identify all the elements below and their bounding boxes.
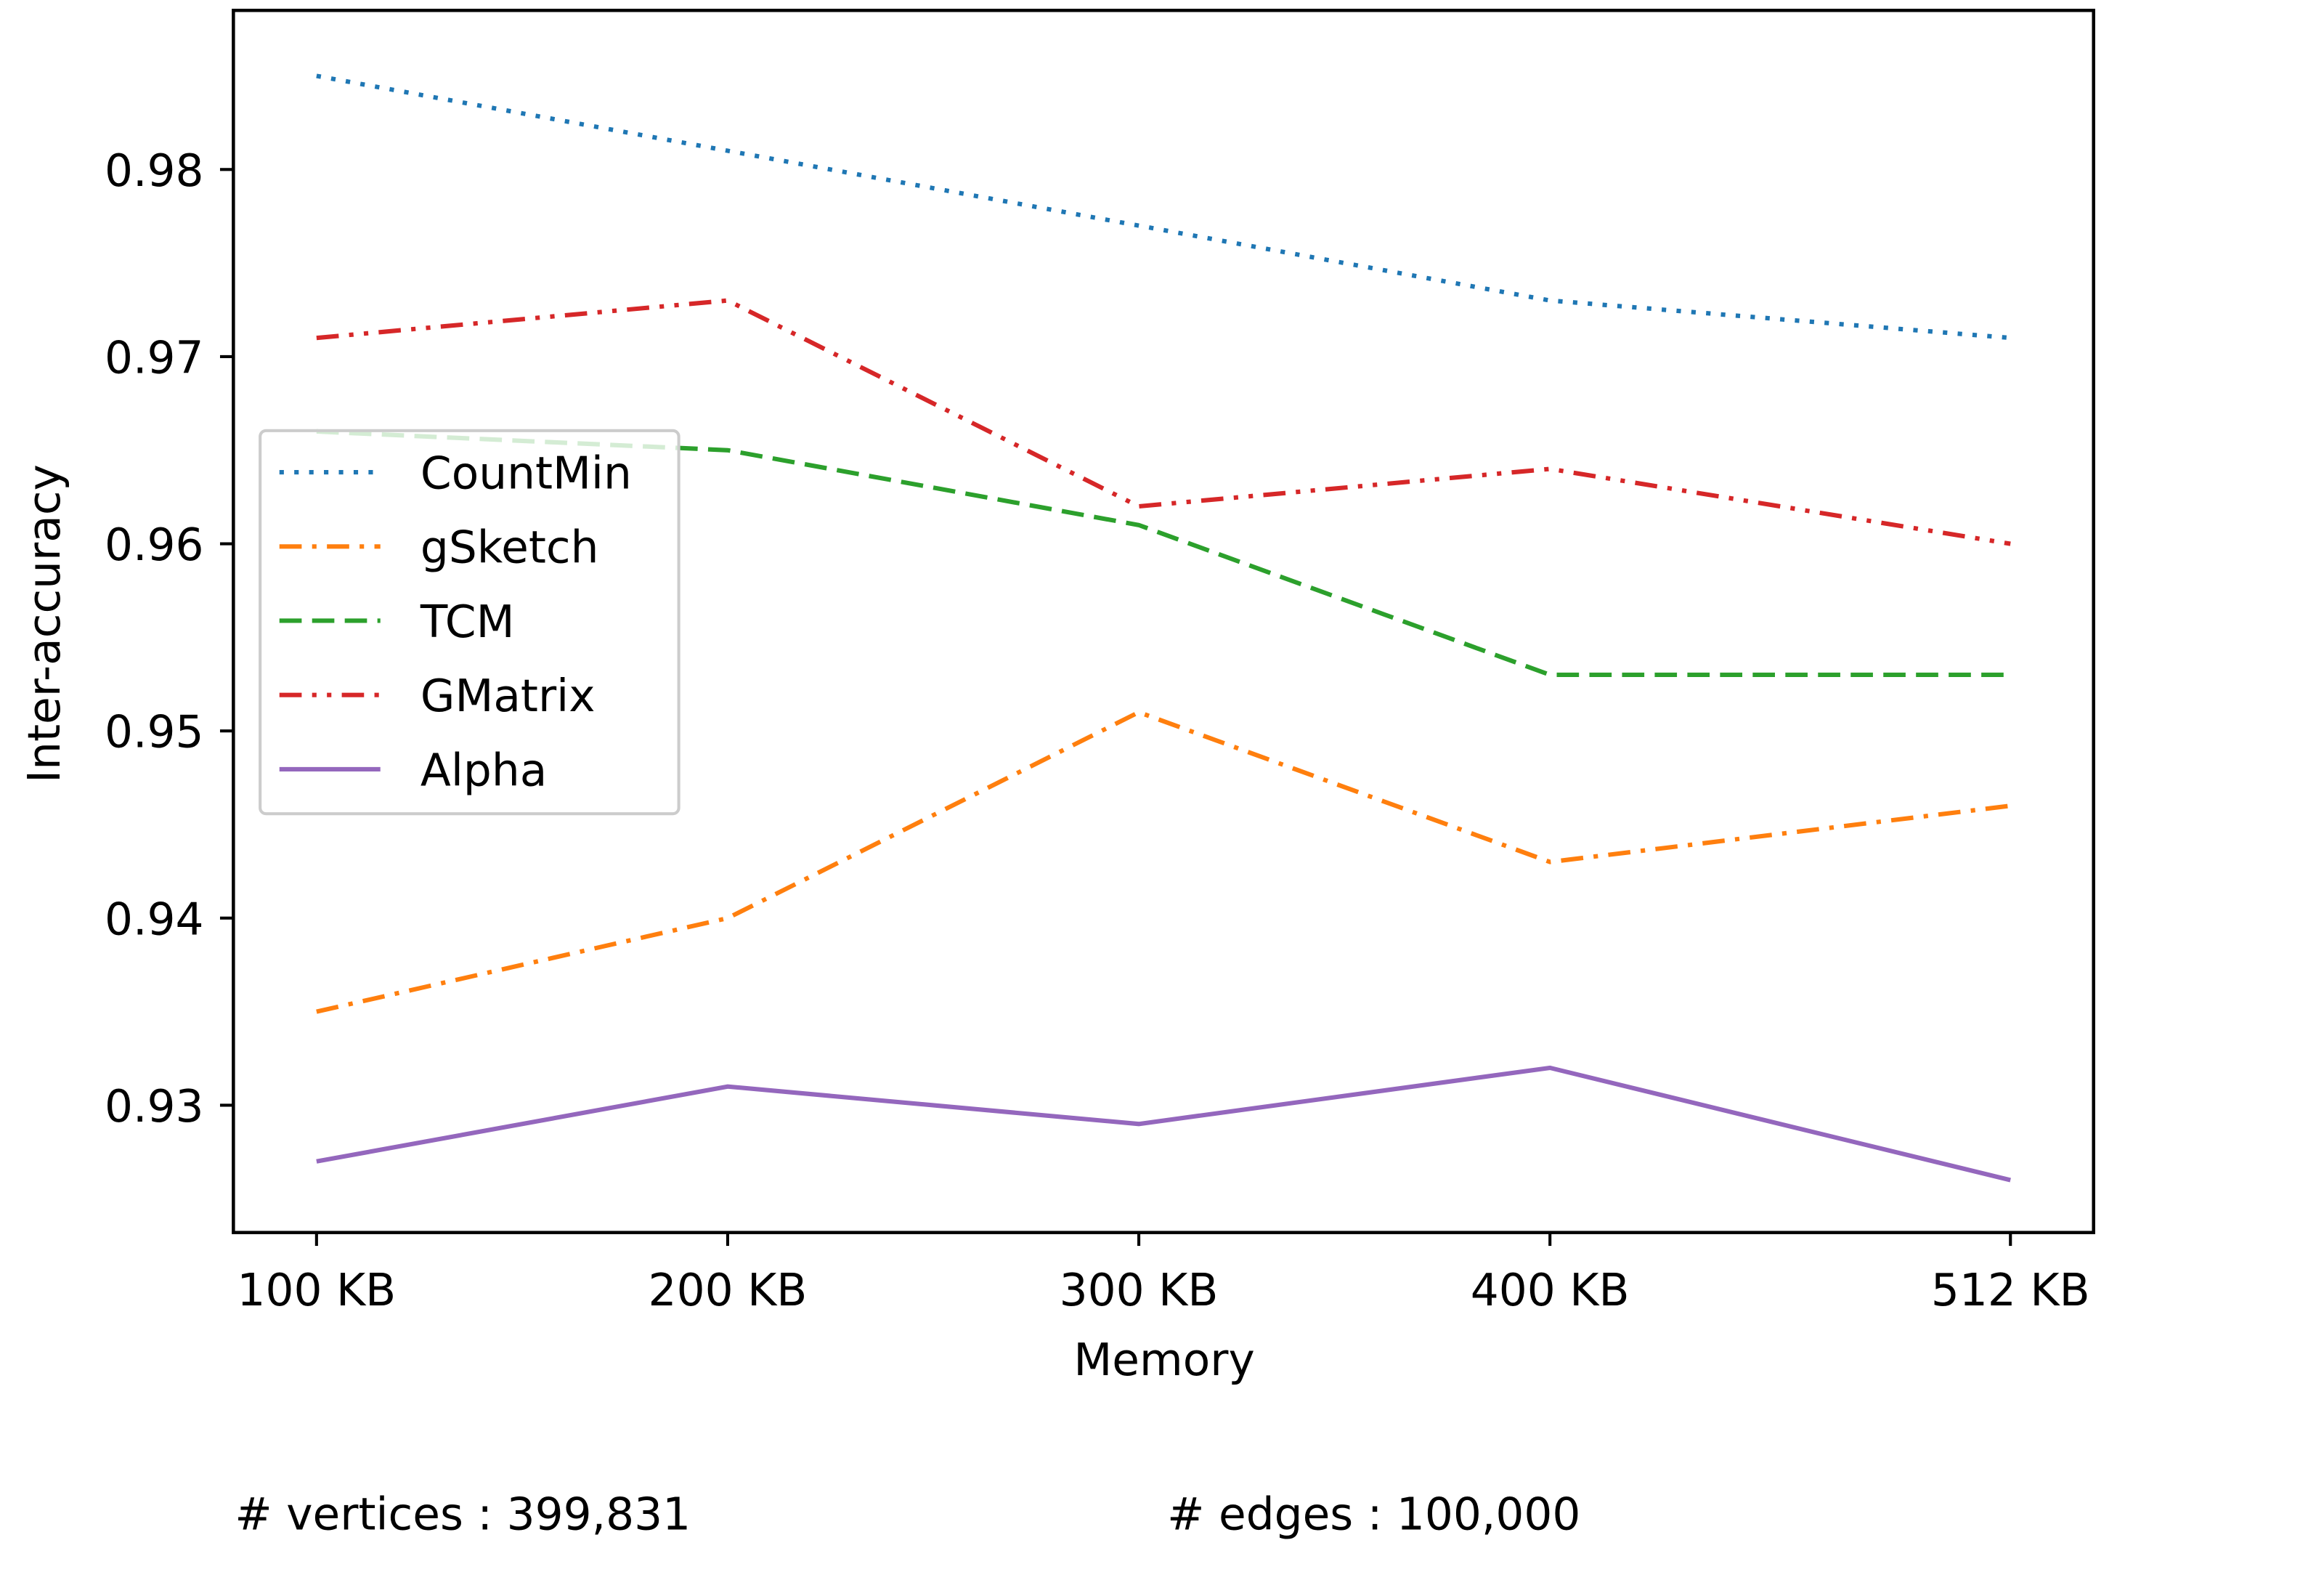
- y-tick-label: 0.94: [105, 894, 204, 945]
- y-tick-label: 0.93: [105, 1081, 204, 1133]
- legend-box: [259, 429, 680, 816]
- series-line-alpha: [316, 1065, 2011, 1183]
- legend-label-gmatrix: GMatrix: [420, 671, 596, 722]
- y-tick-label: 0.98: [105, 145, 204, 197]
- y-axis-title: Inter-accuracy: [19, 464, 70, 783]
- vertices-count-label: # vertices : 399,831: [235, 1488, 691, 1540]
- legend-label-tcm: TCM: [420, 596, 515, 648]
- x-tick-label: 200 KB: [649, 1265, 808, 1316]
- x-tick-label: 512 KB: [1931, 1265, 2090, 1316]
- x-tick-label: 100 KB: [237, 1265, 396, 1316]
- y-tick-label: 0.96: [105, 519, 204, 571]
- legend-label-alpha: Alpha: [420, 745, 547, 796]
- y-tick-label: 0.95: [105, 707, 204, 758]
- series-line-countmin: [316, 73, 2011, 341]
- legend-label-gsketch: gSketch: [420, 522, 599, 574]
- edges-count-label: # edges : 100,000: [1167, 1488, 1580, 1540]
- series-line-gsketch: [316, 710, 2011, 1014]
- series-line-gmatrix: [316, 298, 2011, 546]
- legend-label-countmin: CountMin: [420, 448, 632, 500]
- plot-frame: [232, 9, 2095, 1234]
- x-axis-title: Memory: [1073, 1334, 1254, 1386]
- x-tick-label: 300 KB: [1060, 1265, 1219, 1316]
- x-tick-label: 400 KB: [1471, 1265, 1630, 1316]
- legend: CountMin gSketch TCM GMatrix Alpha: [259, 429, 680, 816]
- y-tick-label: 0.97: [105, 332, 204, 384]
- axes-layer: 100 KB 200 KB 300 KB 400 KB 512 KB 0.93 0.94 0.…: [105, 9, 2095, 1316]
